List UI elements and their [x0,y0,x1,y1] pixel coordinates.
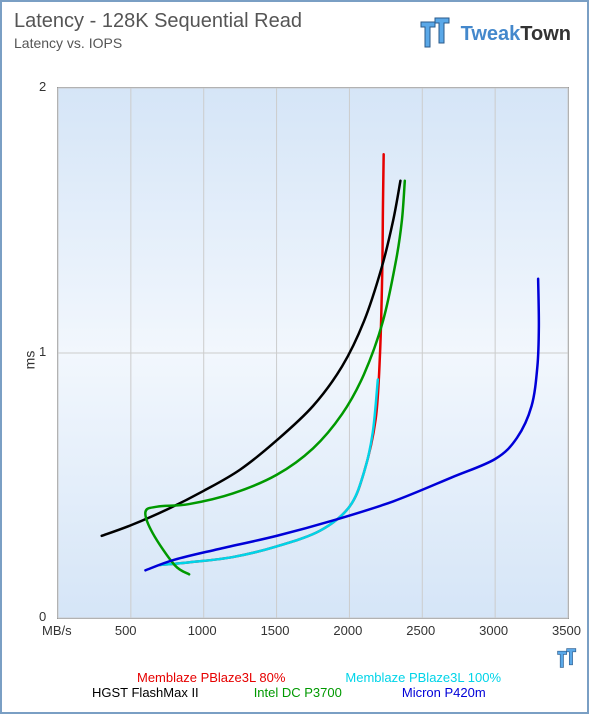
series-line [145,181,404,575]
legend-item: HGST FlashMax II [92,685,199,700]
series-line [102,181,401,536]
legend-item: Memblaze PBlaze3L 100% [345,670,501,685]
x-tick-label: 3500 [552,623,581,638]
corner-logo-icon [555,646,581,672]
x-tick-label: MB/s [42,623,72,638]
legend: Memblaze PBlaze3L 80% Memblaze PBlaze3L … [62,670,567,700]
y-axis-label: ms [21,351,37,370]
legend-item: Intel DC P3700 [254,685,342,700]
x-tick-label: 500 [115,623,137,638]
x-tick-label: 2500 [406,623,435,638]
chart-svg [58,88,568,618]
x-tick-label: 3000 [479,623,508,638]
series-line [145,279,538,571]
brand-logo: TweakTown [417,14,571,54]
legend-item: Micron P420m [402,685,486,700]
x-tick-label: 1500 [261,623,290,638]
y-tick-label: 1 [39,344,46,359]
x-tick-label: 1000 [188,623,217,638]
y-tick-label: 2 [39,79,46,94]
chart-header: Latency - 128K Sequential Read Latency v… [14,10,575,70]
logo-icon [417,14,457,54]
plot-area [57,87,569,619]
chart-container: Latency - 128K Sequential Read Latency v… [0,0,589,714]
brand-text-1: Tweak [461,23,521,46]
legend-item: Memblaze PBlaze3L 80% [137,670,285,685]
x-tick-label: 2000 [333,623,362,638]
brand-text-2: Town [520,23,571,46]
y-tick-label: 0 [39,609,46,624]
